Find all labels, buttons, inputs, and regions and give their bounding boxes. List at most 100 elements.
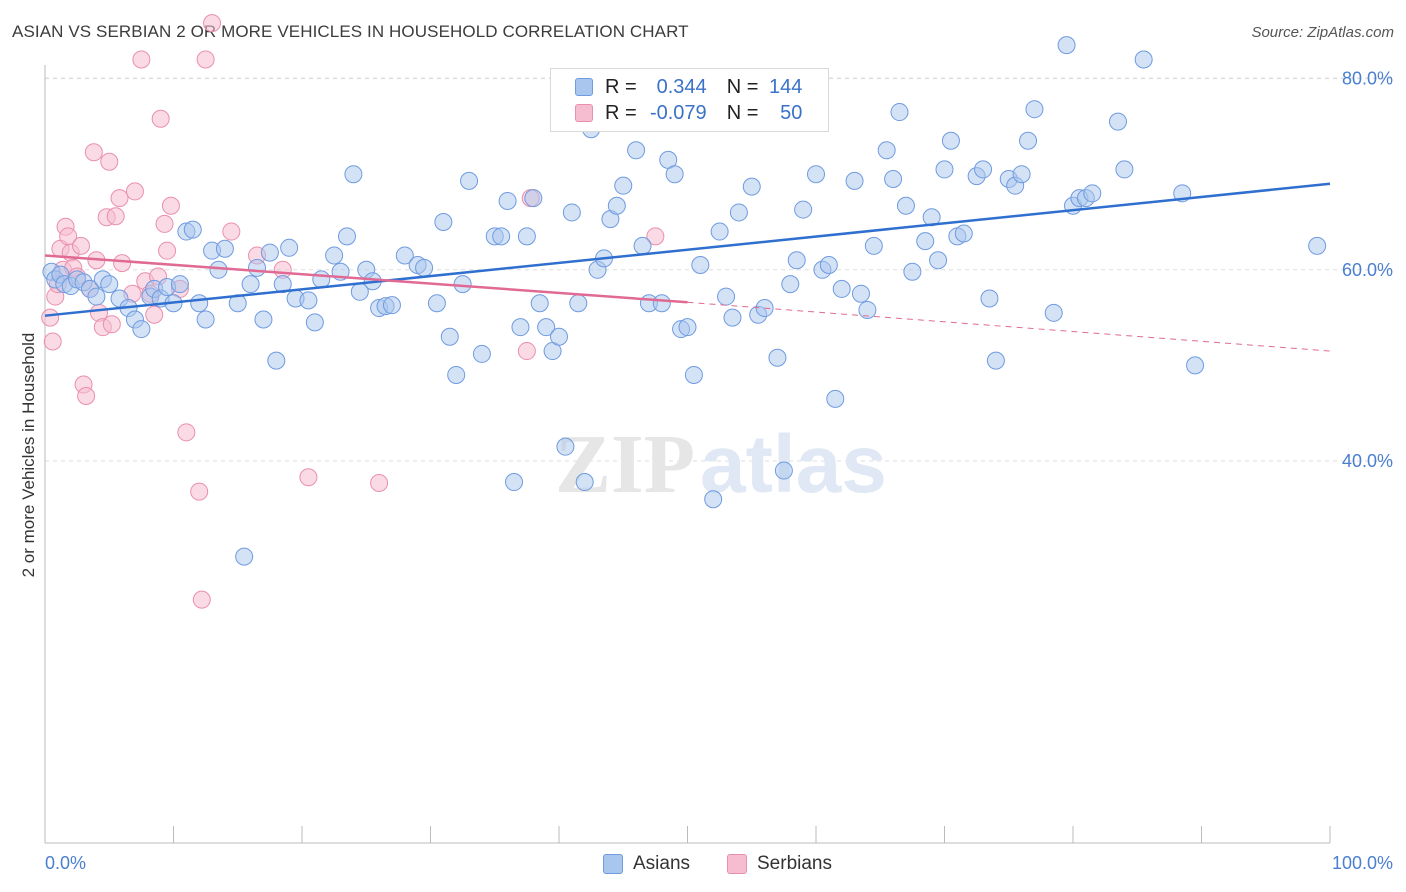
y-tick-label-2: 80.0% bbox=[1342, 69, 1393, 89]
asian-point-141 bbox=[1108, 112, 1127, 131]
asian-point-63 bbox=[498, 191, 517, 210]
asian-point-57 bbox=[447, 365, 466, 384]
watermark-atlas: atlas bbox=[700, 419, 887, 510]
serbians-r-value: -0.079 bbox=[649, 101, 707, 124]
asian-point-127 bbox=[974, 160, 993, 179]
legend-row-serbians: R = -0.079 N = 50 bbox=[575, 101, 802, 125]
asian-point-103 bbox=[787, 251, 806, 270]
asian-point-10 bbox=[100, 275, 119, 294]
asian-point-60 bbox=[472, 344, 491, 363]
asian-point-34 bbox=[267, 351, 286, 370]
asian-point-117 bbox=[896, 196, 915, 215]
serbian-point-22 bbox=[106, 207, 125, 226]
asian-point-135 bbox=[1044, 303, 1063, 322]
axes bbox=[44, 65, 1331, 844]
asian-point-73 bbox=[562, 203, 581, 222]
asian-point-33 bbox=[260, 243, 279, 262]
asian-point-8 bbox=[87, 287, 106, 306]
bottom-serbians-label: Serbians bbox=[757, 853, 832, 874]
asian-point-72 bbox=[556, 437, 575, 456]
asian-point-97 bbox=[742, 177, 761, 196]
asian-point-101 bbox=[774, 461, 793, 480]
asian-point-116 bbox=[890, 103, 909, 122]
asian-point-133 bbox=[1019, 131, 1038, 150]
asians-n-label: N = bbox=[726, 75, 759, 98]
asian-point-23 bbox=[190, 294, 209, 313]
serbian-point-42 bbox=[196, 50, 215, 69]
bottom-legend-asians: Asians bbox=[603, 852, 690, 876]
asians-points bbox=[42, 36, 1327, 566]
serbian-point-49 bbox=[517, 342, 536, 361]
serbian-point-0 bbox=[41, 308, 60, 327]
x-tick-label-0: 0.0% bbox=[45, 853, 86, 873]
asian-point-22 bbox=[183, 220, 202, 239]
asian-point-142 bbox=[1115, 160, 1134, 179]
y-tick-label-0: 40.0% bbox=[1342, 451, 1393, 471]
asian-point-43 bbox=[337, 227, 356, 246]
watermark-zip: ZIP bbox=[555, 418, 695, 511]
asian-point-40 bbox=[312, 270, 331, 289]
y-axis-label: 2 or more Vehicles in Household bbox=[19, 333, 38, 578]
asian-point-31 bbox=[248, 258, 267, 277]
asian-point-62 bbox=[492, 227, 511, 246]
asian-point-111 bbox=[851, 284, 870, 303]
serbian-point-40 bbox=[190, 482, 209, 501]
asian-point-115 bbox=[884, 169, 903, 188]
asian-point-140 bbox=[1083, 184, 1102, 203]
asian-point-81 bbox=[614, 176, 633, 195]
asian-point-54 bbox=[427, 294, 446, 313]
asian-point-58 bbox=[453, 275, 472, 294]
asian-point-14 bbox=[132, 320, 151, 339]
asian-point-51 bbox=[395, 246, 414, 265]
serbian-point-35 bbox=[158, 241, 177, 260]
bottom-asians-label: Asians bbox=[633, 853, 691, 874]
serbian-point-36 bbox=[161, 196, 180, 215]
asian-point-24 bbox=[196, 310, 215, 329]
serbians-n-value: 50 bbox=[780, 101, 803, 124]
asian-point-66 bbox=[517, 227, 536, 246]
asian-point-85 bbox=[652, 294, 671, 313]
correlation-legend: R = 0.344 N = 144 R = -0.079 N = 50 bbox=[550, 68, 829, 132]
asian-point-118 bbox=[903, 262, 922, 281]
asians-trendline bbox=[44, 182, 1331, 317]
asian-point-112 bbox=[858, 300, 877, 319]
asian-point-27 bbox=[215, 239, 234, 258]
asian-point-55 bbox=[434, 213, 453, 231]
asian-point-75 bbox=[575, 473, 594, 492]
serbians-trendline bbox=[44, 254, 688, 304]
asian-point-89 bbox=[678, 318, 697, 337]
asian-point-94 bbox=[717, 287, 736, 306]
asian-point-64 bbox=[505, 473, 524, 492]
asian-point-113 bbox=[864, 236, 883, 255]
bottom-serbians-swatch bbox=[727, 854, 747, 874]
serbian-point-41 bbox=[192, 590, 211, 609]
asian-point-38 bbox=[299, 291, 318, 310]
asian-point-90 bbox=[684, 365, 703, 384]
asians-swatch bbox=[575, 78, 593, 96]
serbian-point-15 bbox=[84, 143, 103, 162]
serbian-point-23 bbox=[110, 189, 129, 208]
serbian-point-48 bbox=[370, 473, 389, 492]
asian-point-65 bbox=[511, 318, 530, 337]
asian-point-132 bbox=[1012, 165, 1031, 184]
chart-title: ASIAN VS SERBIAN 2 OR MORE VEHICLES IN H… bbox=[12, 22, 689, 41]
asian-point-93 bbox=[710, 222, 729, 241]
serbian-point-51 bbox=[646, 227, 665, 246]
asian-point-68 bbox=[530, 294, 549, 313]
asian-point-74 bbox=[569, 294, 588, 313]
asian-point-71 bbox=[550, 327, 568, 346]
bottom-asians-swatch bbox=[603, 854, 623, 874]
asian-point-30 bbox=[241, 275, 260, 294]
asian-point-146 bbox=[1308, 236, 1327, 255]
asian-point-100 bbox=[768, 348, 787, 367]
tick-labels: 40.0%60.0%80.0%100.0%0.0%100.0% bbox=[45, 69, 1393, 873]
watermark: ZIP atlas bbox=[555, 418, 887, 511]
asian-point-145 bbox=[1186, 356, 1205, 375]
serbian-point-43 bbox=[203, 14, 222, 33]
serbian-point-11 bbox=[71, 236, 90, 255]
asian-point-136 bbox=[1057, 36, 1076, 55]
asian-point-107 bbox=[819, 256, 838, 275]
asian-point-108 bbox=[826, 389, 845, 408]
asian-point-83 bbox=[633, 236, 652, 255]
